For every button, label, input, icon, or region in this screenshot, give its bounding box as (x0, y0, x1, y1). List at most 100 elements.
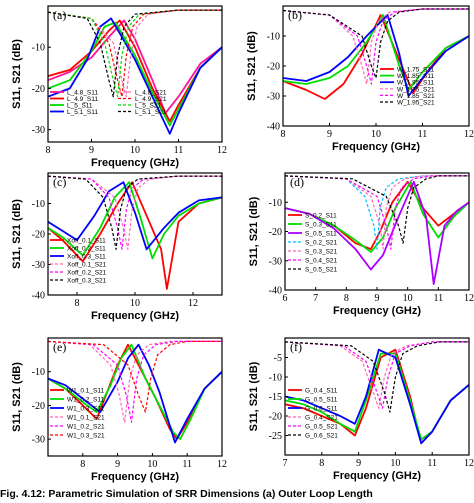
x-axis-label: Frequency (GHz) (91, 157, 179, 169)
x-axis-label: Frequency (GHz) (91, 310, 179, 322)
panel-label: (a) (53, 8, 66, 22)
y-tick-label: -40 (32, 291, 45, 302)
x-tick-label: 6 (283, 293, 288, 304)
y-tick-label: -30 (267, 92, 280, 103)
y-tick-label: -20 (269, 412, 282, 423)
series-line-L_5_S21 (48, 9, 222, 98)
series-line-S_0.4_S21 (285, 175, 469, 250)
legend-entry: W1_0.3_S11 (67, 406, 104, 413)
x-tick-label: 9 (115, 459, 120, 470)
series-line-L_5.1_S21 (48, 9, 222, 98)
series-line-S_0.5_S11 (285, 180, 469, 285)
legend-entry: W_1.75_S21 (397, 86, 435, 93)
series-line-L_5_S11 (48, 21, 222, 127)
x-tick-label: 7 (313, 293, 318, 304)
y-tick-label: -20 (269, 227, 282, 238)
legend-entry: G_0.6_S11 (305, 406, 338, 413)
y-tick-label: -10 (32, 367, 45, 378)
series-line-W_1.85_S11 (283, 14, 469, 91)
series-line-W1_0.2_S21 (48, 340, 222, 423)
chart-panel-4: 6 7 8 9 10 11 12 -10 -20 -30 -40 (d) Frequency (GHz)… (248, 172, 474, 317)
series-line-L_4.9_S11 (48, 19, 222, 123)
y-tick-label: -15 (269, 392, 282, 403)
x-tick-label: 10 (403, 293, 413, 304)
legend-entry: G_0.5_S21 (305, 424, 338, 431)
x-tick-label: 11 (434, 293, 444, 304)
y-axis-label: S11, S21 (dB) (11, 199, 23, 269)
x-tick-label: 11 (182, 459, 192, 470)
legend-entry: S_0.5_S11 (305, 231, 337, 238)
chart-panel-6: 7 8 9 10 11 12 -5 -10 -15 -20 -25 (f) Frequency (GHz… (248, 337, 474, 482)
legend-entry: S_0.5_S21 (305, 267, 338, 274)
y-axis-label: S11, S21 (dB) (248, 361, 260, 431)
y-tick-label: -30 (32, 435, 45, 446)
legend-entry: W1_0.2_S21 (67, 424, 105, 431)
panel-label: (d) (290, 175, 304, 189)
series-line-S_0.2_S21 (285, 175, 469, 250)
y-tick-label: -40 (267, 122, 280, 133)
legend-entry: W1_0.1_S21 (67, 415, 105, 422)
series-line-S_0.3_S11 (285, 180, 469, 253)
legend-entry: W_1.95_S21 (397, 100, 435, 107)
y-tick-label: -10 (32, 199, 45, 210)
series-line-S_0.3_S21 (285, 175, 469, 250)
panel-label: (b) (288, 8, 302, 22)
legend-entry: L_4.9_S21 (135, 96, 167, 103)
y-tick-label: -20 (32, 230, 45, 241)
legend-entry: L_4.8_S11 (67, 90, 98, 97)
legend-entry: Xoff_0.1_S11 (67, 238, 106, 245)
x-axis-label: Frequency (GHz) (91, 471, 179, 483)
series-line-Xoff_0.3_S21 (48, 175, 222, 250)
x-axis-label: Frequency (GHz) (332, 141, 420, 153)
y-tick-label: -20 (32, 401, 45, 412)
series-line-W1_0.2_S11 (48, 343, 222, 440)
series-line-Xoff_0.1_S11 (48, 181, 222, 290)
series-line-L_4.8_S21 (48, 9, 222, 98)
x-tick-label: 10 (130, 298, 140, 309)
x-tick-label: 12 (217, 459, 227, 470)
plot-frame (47, 337, 223, 457)
y-tick-label: -30 (32, 125, 45, 136)
y-axis-label: S11, S21 (dB) (248, 196, 260, 266)
y-tick-label: -10 (269, 373, 282, 384)
legend-entry: L_4.8_S21 (135, 90, 167, 97)
legend-entry: W_1.85_S21 (397, 93, 435, 100)
legend-entry: L_5_S21 (135, 103, 161, 110)
legend-entry: G_0.4_S11 (305, 388, 338, 395)
legend-entry: L_5.1_S11 (67, 109, 98, 116)
series-line-L_4.9_S21 (48, 9, 222, 98)
x-tick-label: 8 (281, 129, 286, 140)
x-tick-label: 8 (80, 459, 85, 470)
x-tick-label: 12 (464, 458, 474, 469)
x-tick-label: 12 (464, 129, 474, 140)
x-tick-label: 12 (464, 293, 474, 304)
series-line-W_1.85_S21 (283, 8, 469, 85)
y-tick-label: -20 (32, 84, 45, 95)
x-tick-label: 10 (130, 145, 140, 156)
x-tick-label: 11 (418, 129, 428, 140)
series-line-W_1.95_S11 (283, 14, 469, 97)
y-axis-label: S11, S21 (dB) (246, 31, 258, 101)
legend-entry: W_1.95_S11 (397, 80, 434, 87)
legend-entry: S_0.3_S21 (305, 249, 338, 256)
panel-label: (e) (53, 340, 66, 354)
x-tick-label: 8 (75, 298, 80, 309)
x-tick-label: 10 (390, 458, 400, 469)
x-tick-label: 12 (217, 145, 227, 156)
x-tick-label: 9 (356, 458, 361, 469)
series-line-W_1.95_S21 (283, 8, 469, 79)
series-line-W1_0.1_S11 (48, 343, 222, 440)
series-line-W1_0.3_S21 (48, 340, 222, 413)
x-tick-label: 8 (46, 145, 51, 156)
legend-entry: S_0.3_S11 (305, 222, 337, 229)
x-tick-label: 10 (147, 459, 157, 470)
legend-entry: G_0.4_S21 (305, 415, 338, 422)
x-axis-label: Frequency (GHz) (333, 470, 421, 482)
x-tick-label: 11 (427, 458, 437, 469)
x-tick-label: 11 (174, 145, 184, 156)
y-tick-label: -40 (269, 286, 282, 297)
chart-panel-2: 8 9 10 11 12 -10 -20 -30 -40 (b) Frequency (GHz) S1… (246, 5, 474, 153)
panel-label: (c) (53, 175, 66, 189)
legend-entry: Xoff_0.3_S21 (67, 278, 107, 285)
